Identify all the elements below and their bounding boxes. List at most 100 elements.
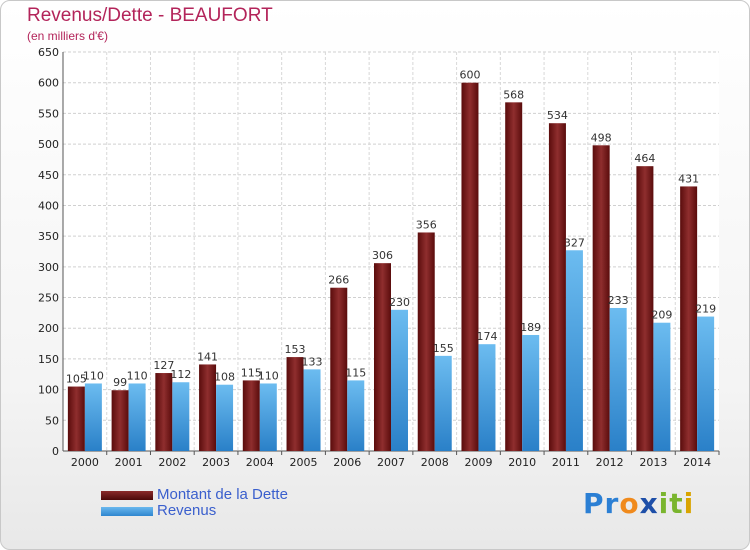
bar-revenus [434,355,452,451]
bar-dette [505,102,523,451]
data-label-dette: 105 [66,373,87,386]
data-label-revenus: 233 [608,294,629,307]
data-label-dette: 534 [547,109,568,122]
data-label-dette: 356 [416,218,437,231]
data-label-dette: 115 [241,366,262,379]
data-label-revenus: 110 [127,369,148,382]
bar-dette [111,390,129,451]
data-label-revenus: 155 [433,342,454,355]
y-tick-label: 450 [38,169,59,182]
y-tick-label: 650 [38,46,59,59]
bar-dette [461,82,479,451]
data-label-revenus: 110 [258,369,279,382]
bar-revenus [391,309,408,451]
x-tick-label: 2013 [639,456,667,469]
bar-revenus [347,380,365,451]
bar-revenus [259,383,277,451]
logo-letter: r [604,487,620,520]
bar-dette [680,186,698,451]
data-label-dette: 431 [678,172,699,185]
x-tick-label: 2005 [290,456,318,469]
data-label-revenus: 209 [651,309,672,322]
x-tick-label: 2014 [683,456,711,469]
x-tick-label: 2002 [158,456,186,469]
data-label-dette: 266 [328,274,349,287]
bar-revenus [565,250,583,451]
x-tick-label: 2006 [333,456,361,469]
bar-dette [286,357,304,451]
y-tick-label: 0 [52,445,59,458]
data-label-revenus: 115 [345,366,366,379]
x-tick-label: 2004 [246,456,274,469]
bar-revenus [653,322,671,451]
chart-title: Revenus/Dette - BEAUFORT [27,5,273,26]
y-tick-label: 250 [38,292,59,305]
y-tick-label: 550 [38,107,59,120]
bar-dette [199,364,217,451]
data-label-revenus: 219 [695,303,716,316]
y-tick-label: 500 [38,138,59,151]
data-label-revenus: 174 [476,330,497,343]
bar-revenus [478,344,496,451]
data-label-revenus: 133 [302,355,323,368]
data-label-dette: 498 [591,131,612,144]
data-label-revenus: 189 [520,321,541,334]
bar-dette [67,386,85,451]
bar-dette [374,263,391,451]
legend-swatch-debt [101,491,153,500]
x-tick-label: 2000 [71,456,99,469]
proxiti-logo: Proxiti [583,487,694,520]
y-tick-label: 300 [38,261,59,274]
logo-letter: t [669,487,684,520]
bar-dette [155,373,173,451]
data-label-revenus: 327 [564,236,585,249]
y-tick-label: 200 [38,322,59,335]
y-tick-label: 100 [38,384,59,397]
x-tick-label: 2007 [377,456,405,469]
data-label-dette: 99 [113,376,127,389]
logo-letter: x [639,487,659,520]
bar-dette [242,380,260,451]
bar-revenus [303,369,321,451]
legend-label-revenus: Revenus [157,502,217,519]
data-label-dette: 127 [153,359,174,372]
x-tick-label: 2011 [552,456,580,469]
x-tick-label: 2003 [202,456,230,469]
bar-revenus [172,382,190,451]
bar-revenus [522,334,540,451]
x-tick-label: 2012 [596,456,624,469]
data-label-revenus: 110 [83,369,104,382]
y-tick-label: 350 [38,230,59,243]
data-label-dette: 600 [459,69,480,82]
bar-dette [592,145,610,451]
logo-letter: i [683,487,695,520]
legend-swatch-revenus [101,507,153,516]
bar-dette [330,287,348,451]
logo-letter: i [658,487,670,520]
data-label-dette: 568 [503,88,524,101]
bar-revenus [84,383,102,451]
logo-letter: P [583,487,605,520]
bar-revenus [128,383,146,451]
data-label-dette: 153 [285,343,306,356]
bar-revenus [216,384,234,451]
bar-dette [417,232,435,451]
x-tick-label: 2008 [421,456,449,469]
chart-subtitle: (en milliers d'€) [27,29,108,43]
x-tick-label: 2009 [464,456,492,469]
y-tick-label: 600 [38,77,59,90]
data-label-dette: 464 [634,152,655,165]
data-label-revenus: 108 [214,371,235,384]
y-tick-label: 50 [45,414,59,427]
x-tick-label: 2010 [508,456,536,469]
data-label-revenus: 230 [389,296,410,309]
data-label-dette: 306 [372,249,393,262]
bar-dette [636,166,654,451]
bar-revenus [697,316,715,451]
data-label-dette: 141 [197,350,218,363]
x-tick-label: 2001 [115,456,143,469]
y-tick-label: 150 [38,353,59,366]
y-tick-label: 400 [38,199,59,212]
